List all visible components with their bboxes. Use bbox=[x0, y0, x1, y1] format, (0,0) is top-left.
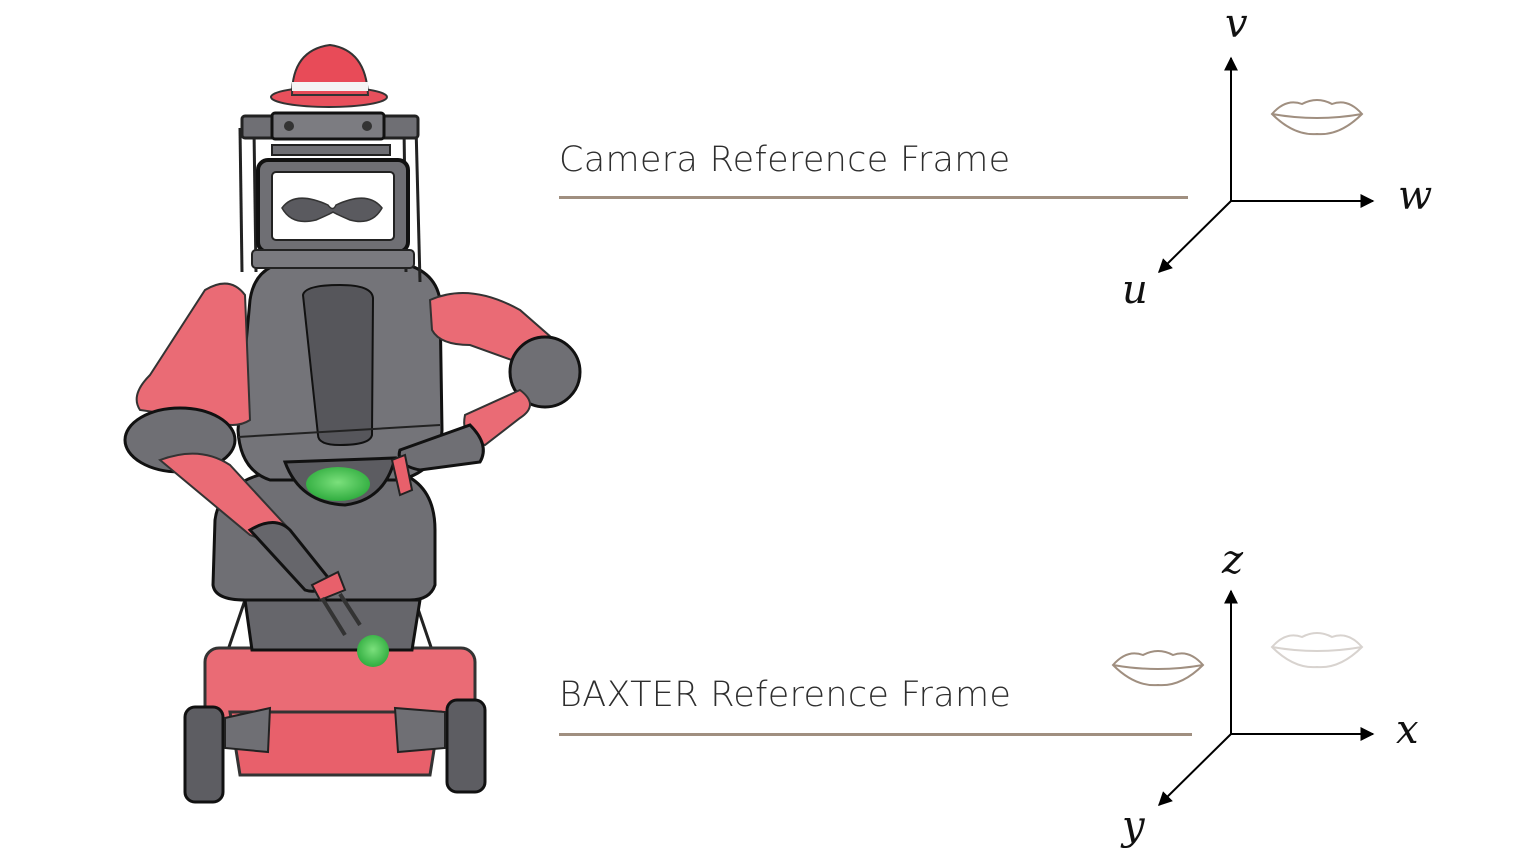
baxter-axis-y-label: y bbox=[1122, 803, 1145, 849]
camera-frame-label: Camera Reference Frame bbox=[559, 140, 1011, 180]
camera-axis-diag bbox=[1158, 200, 1232, 273]
green-object-in-gripper bbox=[357, 635, 389, 667]
camera-frame-rule bbox=[559, 196, 1188, 199]
camera-axis-u-label: u bbox=[1122, 267, 1148, 313]
green-object-in-bowl bbox=[306, 467, 370, 501]
robot-base-cart bbox=[183, 646, 487, 804]
robot-lower-body bbox=[211, 468, 437, 602]
lips-icon bbox=[1270, 99, 1364, 136]
baxter-frame-label: BAXTER Reference Frame bbox=[559, 675, 1012, 715]
baxter-axis-diag bbox=[1158, 733, 1232, 806]
camera-axis-v-label: v bbox=[1225, 1, 1248, 47]
robot-left-arm bbox=[123, 282, 389, 667]
faded-lips-icon bbox=[1270, 632, 1364, 669]
red-hat bbox=[270, 43, 388, 108]
robot-right-arm bbox=[390, 291, 582, 497]
baxter-frame-rule bbox=[559, 733, 1192, 736]
camera-axis-w-label: w bbox=[1398, 173, 1433, 219]
lips-icon bbox=[1111, 650, 1205, 687]
mustache bbox=[281, 197, 383, 223]
baxter-axis-z-label: z bbox=[1222, 537, 1244, 583]
baxter-axis-x-label: x bbox=[1396, 707, 1419, 753]
